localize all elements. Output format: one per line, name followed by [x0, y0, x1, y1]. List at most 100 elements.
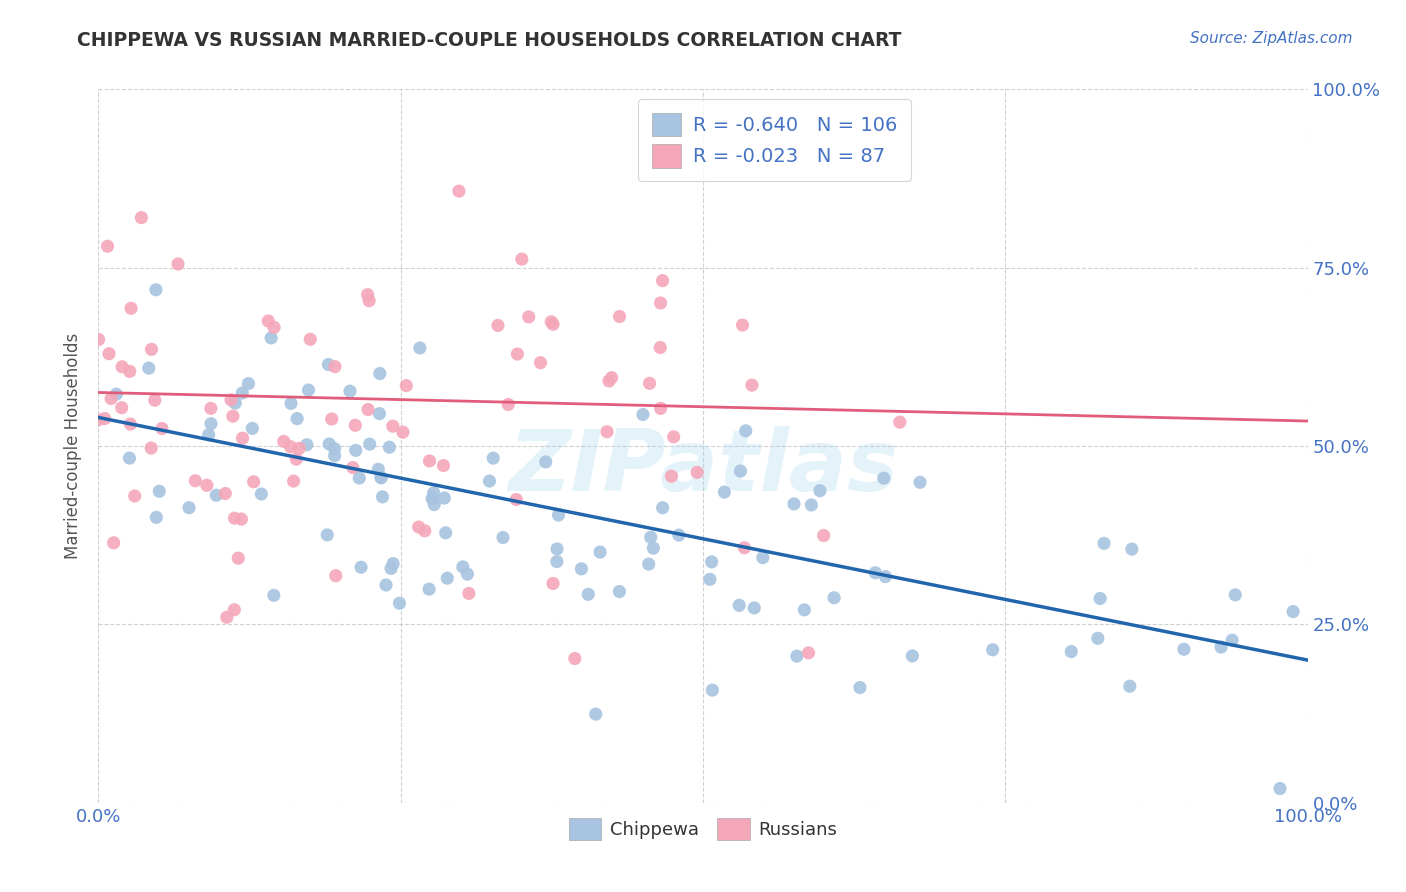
Point: [120, 417, 142, 431]
Point: [730, 464, 752, 478]
Point: [316, 528, 339, 542]
Point: [359, 437, 381, 451]
Point: [87, 413, 110, 427]
Text: CHIPPEWA VS RUSSIAN MARRIED-COUPLE HOUSEHOLDS CORRELATION CHART: CHIPPEWA VS RUSSIAN MARRIED-COUPLE HOUSE…: [77, 31, 901, 50]
Point: [436, 571, 458, 585]
Point: [297, 383, 319, 397]
Point: [456, 567, 478, 582]
Point: [124, 489, 146, 503]
Point: [420, 491, 443, 506]
Point: [981, 642, 1004, 657]
Point: [370, 471, 392, 485]
Point: [609, 310, 631, 324]
Point: [368, 407, 391, 421]
Point: [478, 474, 501, 488]
Point: [564, 651, 586, 665]
Point: [596, 425, 619, 439]
Point: [263, 588, 285, 602]
Point: [908, 475, 931, 490]
Point: [638, 376, 661, 391]
Point: [651, 500, 673, 515]
Point: [849, 681, 872, 695]
Point: [813, 528, 835, 542]
Point: [96, 239, 118, 253]
Point: [1220, 633, 1243, 648]
Point: [546, 541, 568, 556]
Point: [395, 378, 418, 392]
Point: [650, 401, 672, 416]
Text: ZIPatlas: ZIPatlas: [508, 425, 898, 509]
Point: [382, 557, 405, 571]
Point: [145, 283, 167, 297]
Point: [280, 396, 302, 410]
Point: [409, 341, 432, 355]
Point: [318, 358, 340, 372]
Point: [585, 707, 607, 722]
Point: [458, 586, 481, 600]
Point: [510, 252, 533, 267]
Point: [808, 483, 831, 498]
Point: [280, 440, 302, 454]
Point: [143, 393, 166, 408]
Point: [250, 487, 273, 501]
Point: [889, 415, 911, 429]
Point: [413, 524, 436, 538]
Point: [118, 364, 141, 378]
Point: [492, 531, 515, 545]
Point: [392, 425, 415, 439]
Point: [1087, 632, 1109, 646]
Point: [295, 438, 318, 452]
Point: [1088, 591, 1111, 606]
Point: [1060, 645, 1083, 659]
Point: [370, 470, 392, 484]
Point: [200, 417, 222, 431]
Point: [299, 332, 322, 346]
Point: [184, 474, 207, 488]
Point: [823, 591, 845, 605]
Point: [231, 512, 253, 526]
Point: [103, 536, 125, 550]
Point: [752, 550, 775, 565]
Point: [349, 471, 371, 485]
Point: [600, 370, 623, 384]
Text: Source: ZipAtlas.com: Source: ZipAtlas.com: [1189, 31, 1353, 46]
Point: [1121, 542, 1143, 557]
Point: [111, 359, 134, 374]
Point: [111, 401, 134, 415]
Y-axis label: Married-couple Households: Married-couple Households: [65, 333, 83, 559]
Point: [505, 492, 527, 507]
Point: [224, 603, 246, 617]
Point: [288, 442, 311, 456]
Point: [381, 419, 404, 434]
Point: [529, 356, 551, 370]
Point: [540, 315, 562, 329]
Point: [408, 520, 430, 534]
Point: [98, 347, 121, 361]
Point: [148, 484, 170, 499]
Point: [145, 510, 167, 524]
Point: [1092, 536, 1115, 550]
Point: [498, 397, 520, 411]
Point: [342, 460, 364, 475]
Point: [368, 367, 391, 381]
Point: [875, 569, 897, 583]
Point: [783, 497, 806, 511]
Point: [371, 490, 394, 504]
Point: [105, 387, 128, 401]
Point: [150, 421, 173, 435]
Point: [120, 301, 142, 316]
Point: [195, 478, 218, 492]
Point: [273, 434, 295, 449]
Point: [517, 310, 540, 324]
Point: [388, 596, 411, 610]
Point: [571, 562, 593, 576]
Point: [786, 649, 808, 664]
Point: [742, 601, 765, 615]
Point: [118, 451, 141, 466]
Point: [541, 576, 564, 591]
Point: [422, 491, 444, 505]
Point: [257, 314, 280, 328]
Point: [339, 384, 361, 399]
Point: [609, 584, 631, 599]
Point: [357, 402, 380, 417]
